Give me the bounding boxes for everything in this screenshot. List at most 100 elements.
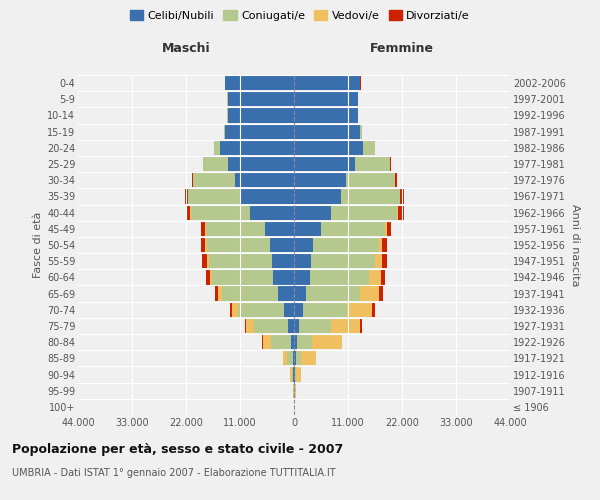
Bar [218, 286, 222, 300]
Bar [274, 270, 294, 284]
Bar [294, 335, 298, 349]
Bar [212, 270, 274, 284]
Bar [294, 254, 311, 268]
Bar [205, 238, 206, 252]
Bar [294, 286, 306, 300]
Bar [295, 368, 296, 382]
Bar [245, 319, 247, 333]
Bar [331, 206, 397, 220]
Bar [193, 173, 235, 188]
Bar [355, 157, 390, 171]
Bar [191, 173, 193, 188]
Bar [294, 92, 358, 106]
Bar [225, 124, 294, 139]
Text: Maschi: Maschi [161, 42, 211, 55]
Bar [240, 190, 294, 203]
Bar [202, 254, 206, 268]
Bar [206, 238, 271, 252]
Bar [375, 254, 382, 268]
Bar [360, 319, 362, 333]
Bar [291, 335, 294, 349]
Bar [299, 319, 331, 333]
Bar [387, 222, 391, 236]
Bar [363, 140, 375, 155]
Bar [360, 124, 362, 139]
Bar [294, 173, 346, 188]
Bar [294, 124, 360, 139]
Bar [294, 319, 299, 333]
Bar [294, 351, 296, 366]
Bar [296, 351, 301, 366]
Bar [215, 286, 218, 300]
Bar [294, 302, 303, 317]
Bar [295, 384, 296, 398]
Bar [303, 302, 347, 317]
Bar [202, 238, 205, 252]
Text: Popolazione per età, sesso e stato civile - 2007: Popolazione per età, sesso e stato civil… [12, 442, 343, 456]
Bar [191, 206, 250, 220]
Bar [385, 222, 387, 236]
Bar [271, 335, 291, 349]
Bar [228, 92, 294, 106]
Bar [283, 351, 287, 366]
Bar [209, 254, 272, 268]
Y-axis label: Fasce di età: Fasce di età [32, 212, 43, 278]
Bar [382, 254, 387, 268]
Bar [203, 157, 228, 171]
Bar [347, 302, 371, 317]
Bar [296, 368, 301, 382]
Bar [341, 190, 400, 203]
Bar [313, 238, 379, 252]
Text: Femmine: Femmine [370, 42, 434, 55]
Bar [265, 222, 294, 236]
Bar [294, 206, 331, 220]
Bar [398, 206, 404, 220]
Bar [254, 319, 288, 333]
Bar [310, 270, 368, 284]
Bar [293, 351, 294, 366]
Bar [382, 238, 387, 252]
Bar [272, 254, 294, 268]
Bar [294, 140, 363, 155]
Bar [294, 368, 295, 382]
Bar [290, 368, 292, 382]
Bar [379, 238, 382, 252]
Bar [284, 302, 294, 317]
Bar [292, 368, 293, 382]
Bar [294, 238, 313, 252]
Bar [238, 302, 284, 317]
Bar [381, 270, 385, 284]
Bar [379, 286, 383, 300]
Bar [271, 238, 294, 252]
Legend: Celibi/Nubili, Coniugati/e, Vedovi/e, Divorziati/e: Celibi/Nubili, Coniugati/e, Vedovi/e, Di… [128, 8, 472, 23]
Bar [202, 222, 205, 236]
Bar [306, 286, 360, 300]
Text: UMBRIA - Dati ISTAT 1° gennaio 2007 - Elaborazione TUTTITALIA.IT: UMBRIA - Dati ISTAT 1° gennaio 2007 - El… [12, 468, 335, 477]
Bar [222, 286, 278, 300]
Bar [293, 368, 294, 382]
Bar [214, 140, 220, 155]
Bar [312, 335, 341, 349]
Bar [206, 270, 209, 284]
Bar [371, 302, 374, 317]
Bar [247, 319, 254, 333]
Bar [220, 140, 294, 155]
Bar [311, 254, 375, 268]
Bar [188, 190, 240, 203]
Bar [278, 286, 294, 300]
Bar [390, 157, 391, 171]
Bar [228, 157, 294, 171]
Bar [186, 206, 190, 220]
Bar [301, 351, 316, 366]
Bar [346, 173, 395, 188]
Bar [209, 270, 212, 284]
Bar [263, 335, 271, 349]
Bar [230, 302, 232, 317]
Bar [294, 157, 355, 171]
Bar [400, 190, 404, 203]
Bar [321, 222, 385, 236]
Bar [250, 206, 294, 220]
Bar [294, 108, 358, 122]
Bar [360, 286, 379, 300]
Bar [206, 222, 265, 236]
